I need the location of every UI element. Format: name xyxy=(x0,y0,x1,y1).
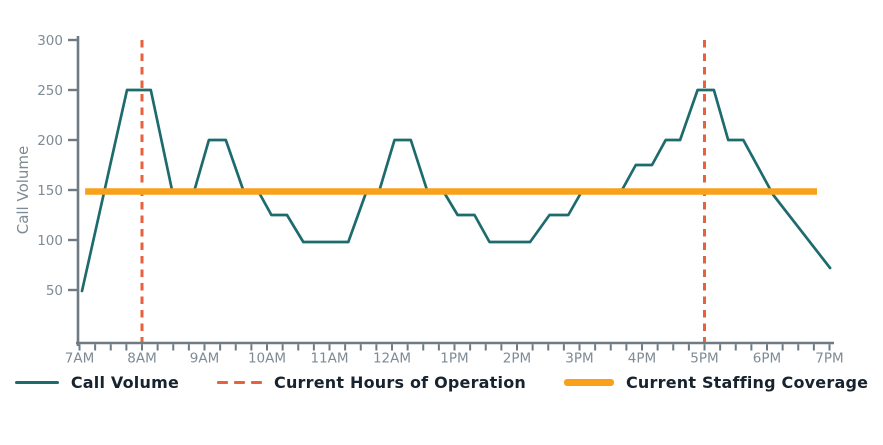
x-tick-label-9am: 9AM xyxy=(190,351,219,367)
y-tick-label-250: 250 xyxy=(37,83,63,99)
x-tick-label-2pm: 2PM xyxy=(503,351,531,367)
y-axis-title: Call Volume xyxy=(14,146,32,235)
chart-legend: Call Volume Current Hours of Operation C… xyxy=(0,373,883,392)
legend-label-staffing-coverage: Current Staffing Coverage xyxy=(625,373,869,392)
x-tick-label-11am: 11AM xyxy=(310,351,348,367)
x-tick-label-3pm: 3PM xyxy=(565,351,593,367)
x-tick-label-4pm: 4PM xyxy=(628,351,656,367)
x-tick-label-12am: 12AM xyxy=(373,351,411,367)
y-tick-label-200: 200 xyxy=(37,133,63,149)
y-tick-label-100: 100 xyxy=(37,233,63,249)
legend-item-hours-of-operation: Current Hours of Operation xyxy=(217,373,526,392)
legend-label-call-volume: Call Volume xyxy=(70,373,180,392)
x-tick-label-6pm: 6PM xyxy=(753,351,781,367)
legend-label-hours-of-operation: Current Hours of Operation xyxy=(274,373,526,392)
x-tick-label-7pm: 7PM xyxy=(815,351,843,367)
hours-of-operation-dash-swatch xyxy=(217,380,263,385)
x-tick-label-5pm: 5PM xyxy=(690,351,718,367)
x-tick-label-10am: 10AM xyxy=(248,351,286,367)
y-tick-label-50: 50 xyxy=(46,283,63,299)
legend-item-call-volume: Call Volume xyxy=(14,373,180,392)
x-tick-label-1pm: 1PM xyxy=(440,351,468,367)
y-tick-label-300: 300 xyxy=(37,33,63,49)
x-tick-label-7am: 7AM xyxy=(65,351,94,367)
staffing-coverage-line-swatch xyxy=(563,379,614,386)
call-volume-line-swatch xyxy=(14,380,59,385)
y-tick-label-150: 150 xyxy=(37,183,63,199)
x-tick-label-8am: 8AM xyxy=(127,351,156,367)
legend-item-staffing-coverage: Current Staffing Coverage xyxy=(563,373,869,392)
